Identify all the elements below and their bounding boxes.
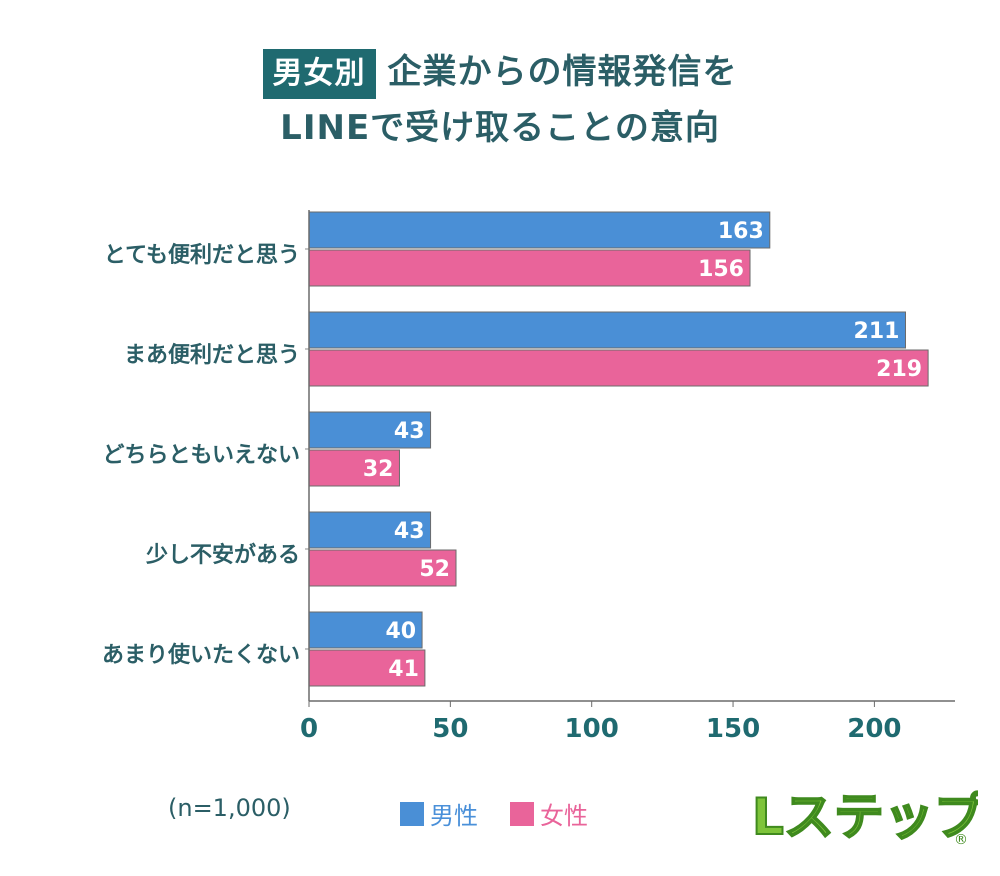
data-label: 52 <box>419 557 450 582</box>
bar-male <box>308 211 771 249</box>
legend-label-female: 女性 <box>540 802 588 830</box>
category-label: とても便利だと思う <box>104 243 300 268</box>
chart-title: 男女別 企業からの情報発信を LINEで受け取ることの意向 <box>0 44 1000 156</box>
data-label: 41 <box>388 657 419 682</box>
x-tick-label: 50 <box>432 714 468 744</box>
bar-female <box>308 649 426 687</box>
legend-item-male: 男性 <box>400 796 478 831</box>
bar-female <box>308 249 751 287</box>
legend-swatch-female <box>510 801 534 826</box>
title-text-1: 企業からの情報発信を <box>387 52 738 92</box>
sample-size: (n=1,000) <box>168 794 291 822</box>
bar-male <box>308 611 423 649</box>
bar-female <box>308 549 457 587</box>
x-tick-label: 0 <box>300 714 318 744</box>
title-line-1: 男女別 企業からの情報発信を <box>0 44 1000 100</box>
category-label: あまり使いたくない <box>102 643 300 668</box>
legend-item-female: 女性 <box>510 796 588 831</box>
category-label: まあ便利だと思う <box>124 343 300 368</box>
bar-male <box>308 311 906 349</box>
bar-female <box>308 449 400 487</box>
data-label: 40 <box>385 619 416 644</box>
title-tag: 男女別 <box>262 49 376 99</box>
data-label: 156 <box>698 257 744 282</box>
category-label: 少し不安がある <box>145 542 300 568</box>
data-label: 163 <box>718 219 764 244</box>
logo-text: Lステップ <box>752 788 978 846</box>
legend-swatch-male <box>400 801 424 826</box>
x-tick-label: 100 <box>565 714 619 744</box>
x-tick-label: 150 <box>706 714 760 744</box>
title-line-2: LINEで受け取ることの意向 <box>280 108 720 148</box>
data-label: 219 <box>876 357 922 382</box>
category-label: どちらともいえない <box>102 443 300 468</box>
data-label: 43 <box>394 519 425 544</box>
data-label: 43 <box>394 419 425 444</box>
bar-male <box>308 511 432 549</box>
data-label: 211 <box>854 319 900 344</box>
x-tick-label: 200 <box>847 714 901 744</box>
lstep-logo: Lステップ ® <box>751 787 978 848</box>
legend-label-male: 男性 <box>430 802 478 830</box>
data-label: 32 <box>363 457 394 482</box>
bar-female <box>308 349 929 387</box>
registered-mark: ® <box>954 832 968 848</box>
